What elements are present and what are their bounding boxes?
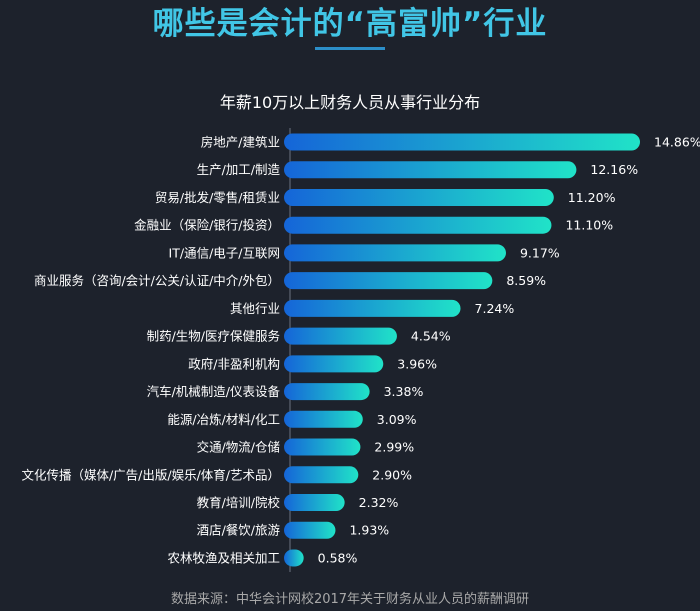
- category-label: 房地产/建筑业: [201, 135, 280, 150]
- bar: [284, 188, 554, 206]
- bars-group: 房地产/建筑业 14.86% 生产/加工/制造 12.16% 贸易/批发/零售/租赁业 1…: [21, 133, 700, 567]
- value-label: 3.38%: [384, 384, 424, 399]
- value-label: 7.24%: [475, 301, 515, 316]
- category-label: IT/通信/电子/互联网: [169, 245, 280, 260]
- category-label: 商业服务（咨询/会计/公关/认证/中介/外包）: [34, 273, 280, 288]
- value-label: 2.32%: [359, 495, 399, 510]
- value-label: 14.86%: [654, 135, 700, 150]
- bar: [284, 272, 493, 290]
- category-label: 教育/培训/院校: [197, 495, 281, 510]
- category-label: 文化传播（媒体/广告/出版/娱乐/体育/艺术品）: [21, 467, 280, 482]
- value-label: 2.90%: [372, 467, 412, 482]
- bar: [284, 549, 304, 567]
- category-label: 其他行业: [230, 301, 280, 316]
- bar: [284, 383, 370, 401]
- category-label: 汽车/机械制造/仪表设备: [147, 384, 281, 399]
- category-label: 交通/物流/仓储: [197, 440, 280, 455]
- category-label: 金融业（保险/银行/投资）: [134, 218, 280, 233]
- category-label: 贸易/批发/零售/租赁业: [155, 190, 280, 205]
- value-label: 2.99%: [374, 440, 414, 455]
- value-label: 12.16%: [590, 162, 638, 177]
- bar: [284, 133, 640, 151]
- value-label: 11.20%: [568, 190, 616, 205]
- category-label: 制药/生物/医疗保健服务: [147, 329, 280, 344]
- value-label: 1.93%: [349, 523, 389, 538]
- value-label: 4.54%: [411, 329, 451, 344]
- category-label: 能源/冶炼/材料/化工: [167, 412, 280, 427]
- bar: [284, 216, 552, 234]
- category-label: 农林牧渔及相关加工: [167, 550, 280, 565]
- bar: [284, 410, 363, 428]
- source-note: 数据来源：中华会计网校2017年关于财务从业人员的薪酬调研: [170, 592, 530, 607]
- bar: [284, 299, 461, 317]
- value-label: 0.58%: [318, 550, 358, 565]
- bar: [284, 521, 336, 539]
- category-label: 政府/非盈利机构: [188, 356, 280, 371]
- category-label: 生产/加工/制造: [197, 162, 281, 177]
- bar: [284, 355, 384, 373]
- bar: [284, 327, 397, 345]
- bar: [284, 161, 577, 179]
- title-underline: [315, 47, 385, 50]
- value-label: 3.09%: [377, 412, 417, 427]
- value-label: 8.59%: [506, 273, 546, 288]
- value-label: 11.10%: [565, 218, 613, 233]
- chart-title: 年薪10万以上财务人员从事行业分布: [219, 93, 481, 112]
- bar: [284, 466, 359, 484]
- bar: [284, 244, 506, 262]
- category-label: 酒店/餐饮/旅游: [197, 523, 281, 538]
- value-label: 9.17%: [520, 245, 560, 260]
- bar: [284, 493, 345, 511]
- bar: [284, 438, 361, 456]
- value-label: 3.96%: [397, 356, 437, 371]
- page-title: 哪些是会计的“高富帅”行业: [152, 6, 548, 42]
